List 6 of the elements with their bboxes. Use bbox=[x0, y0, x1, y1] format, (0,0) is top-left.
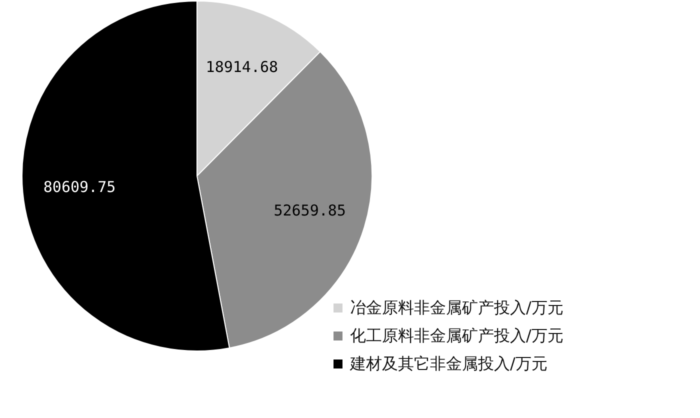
data-label: 80609.75 bbox=[43, 178, 116, 196]
legend-label: 冶金原料非金属矿产投入/万元 bbox=[350, 298, 564, 317]
legend-label: 建材及其它非金属投入/万元 bbox=[349, 354, 548, 373]
legend-label: 化工原料非金属矿产投入/万元 bbox=[350, 326, 564, 345]
data-label: 18914.68 bbox=[206, 58, 278, 76]
data-label: 52659.85 bbox=[274, 202, 346, 220]
